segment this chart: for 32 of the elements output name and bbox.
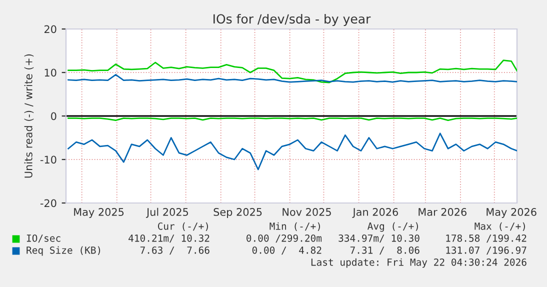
y-tick-label: 20 xyxy=(44,25,56,34)
y-tick-label: -20 xyxy=(40,199,56,208)
line-series xyxy=(68,132,517,170)
line-series xyxy=(68,74,517,83)
text: 0.00 / 4.82 xyxy=(252,246,322,255)
text: 178.58 /199.42 xyxy=(446,234,526,243)
x-tick-label: Jan 2026 xyxy=(352,208,398,218)
text: Last update: Fri May 22 04:30:24 2026 xyxy=(311,258,526,268)
legend-label: IO/sec xyxy=(26,234,60,243)
text: Avg (-/+) xyxy=(368,222,418,232)
text: Cur (-/+) xyxy=(158,222,208,231)
text: 7.63 / 7.66 xyxy=(140,246,210,255)
x-tick-label: Jul 2025 xyxy=(146,208,188,218)
y-tick-label: 0 xyxy=(51,112,56,120)
text: Min (-/+) xyxy=(270,222,320,231)
x-tick-label: May 2026 xyxy=(486,208,536,218)
x-tick-label: May 2025 xyxy=(74,208,124,218)
x-tick-label: Nov 2025 xyxy=(282,208,331,216)
y-axis-title: Units read (-) / write (+) xyxy=(24,54,34,178)
line-series xyxy=(68,60,517,84)
text: 7.31 / 8.06 xyxy=(350,246,420,255)
x-tick-label: Mar 2026 xyxy=(418,208,466,216)
text: 410.21m/ 10.32 xyxy=(128,234,210,243)
chart-title: IOs for /dev/sda - by year xyxy=(214,14,371,26)
text: 0.00 /299.20m xyxy=(246,234,322,243)
y-tick-label: 10 xyxy=(44,68,56,77)
y-tick-label: -10 xyxy=(40,156,56,164)
x-tick-label: Sep 2025 xyxy=(214,208,262,218)
text: Max (-/+) xyxy=(474,222,525,231)
text: 334.97m/ 10.30 xyxy=(338,234,420,243)
text: 131.07 /196.97 xyxy=(446,246,526,255)
legend-label: Req Size (KB) xyxy=(26,246,100,256)
